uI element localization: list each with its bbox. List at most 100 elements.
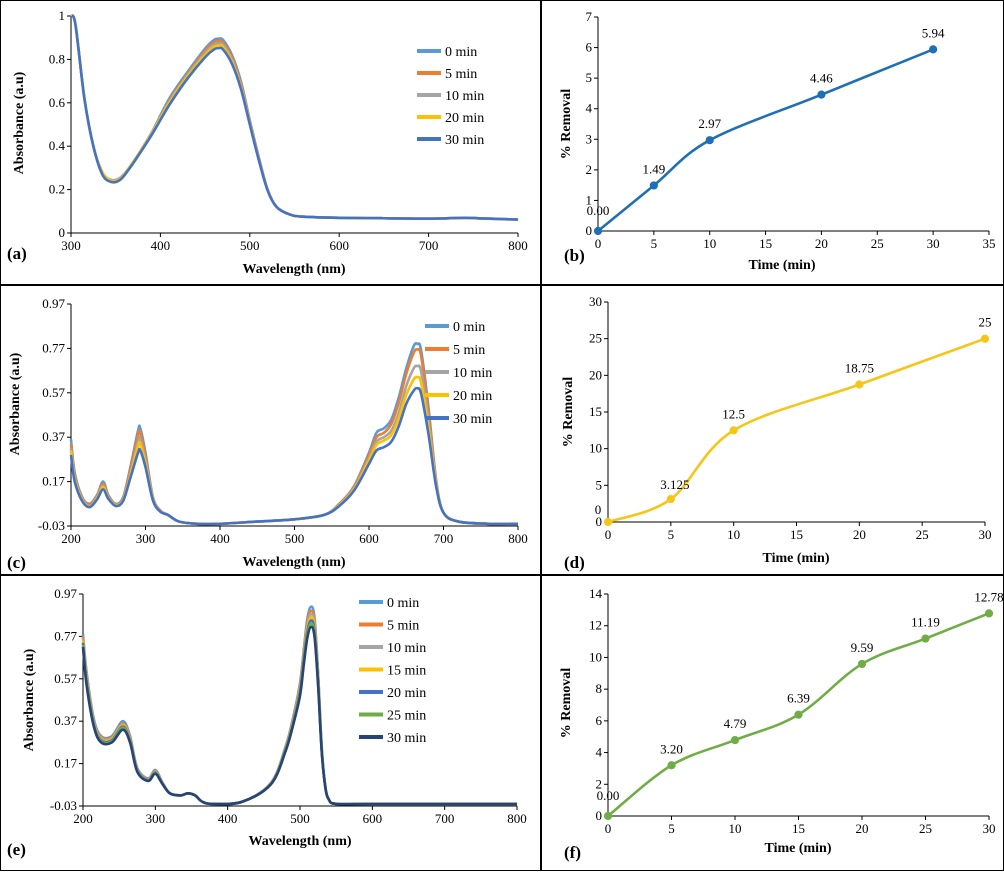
ylabel-d: % Removal xyxy=(561,377,576,447)
series-line-25-min xyxy=(81,622,517,806)
series-line-15-min xyxy=(81,615,517,806)
panel-label-b: (b) xyxy=(564,246,585,265)
x-tick-label: 20 xyxy=(853,527,866,542)
legend-label: 20 min xyxy=(453,389,492,404)
x-tick-label: 600 xyxy=(329,238,349,253)
y-tick-label: 15 xyxy=(589,404,602,419)
x-tick-label: 10 xyxy=(729,821,742,836)
data-point xyxy=(705,136,714,145)
data-label: 12.5 xyxy=(722,406,745,421)
data-point xyxy=(817,90,826,99)
ylabel-e: Absorbance (a.u) xyxy=(22,648,37,751)
x-tick-label: 10 xyxy=(727,527,740,542)
x-tick-label: 500 xyxy=(290,811,310,826)
data-label: 3.125 xyxy=(660,477,689,492)
xlabel-c: Wavelength (nm) xyxy=(242,555,345,570)
data-label: 12.78 xyxy=(974,589,1003,604)
x-tick-label: 500 xyxy=(285,531,305,546)
data-label: 0.00 xyxy=(597,788,620,803)
panel-label-a: (a) xyxy=(7,244,27,263)
x-tick-label: 800 xyxy=(508,238,528,253)
x-tick-label: 200 xyxy=(73,811,93,826)
panel-c: Absorbance (a.u) Wavelength (nm) (c) 200… xyxy=(0,285,541,575)
x-tick-label: 5 xyxy=(668,527,675,542)
legend-label: 10 min xyxy=(387,641,426,656)
x-tick-label: 15 xyxy=(792,821,805,836)
x-tick-label: 25 xyxy=(916,527,929,542)
data-point xyxy=(593,226,603,236)
legend-label: 30 min xyxy=(453,412,492,427)
data-label: 11.19 xyxy=(911,615,940,630)
y-tick-label: 10 xyxy=(589,649,602,664)
x-tick-label: 0 xyxy=(595,236,602,251)
y-tick-label: 3 xyxy=(586,131,593,146)
x-tick-label: 0 xyxy=(605,821,612,836)
y-tick-label: -0.03 xyxy=(50,798,77,813)
series-line-10-min xyxy=(81,612,517,806)
x-tick-label: 600 xyxy=(359,531,379,546)
data-point xyxy=(667,761,676,770)
data-point xyxy=(603,811,613,821)
chart-f: % Removal Time (min) (f) 0 5 10 15 20 25 30 0 2 4… xyxy=(559,586,1004,862)
data-point xyxy=(929,45,938,54)
legend-label: 0 min xyxy=(445,45,477,60)
data-label: 6.39 xyxy=(787,691,810,706)
y-tick-label: 5 xyxy=(596,477,603,492)
data-label: 25 xyxy=(979,315,992,330)
y-tick-label: 0 xyxy=(586,223,593,238)
x-tick-label: 300 xyxy=(146,811,166,826)
legend-label: 0 min xyxy=(387,596,419,611)
x-tick-label: 35 xyxy=(983,236,996,251)
ylabel-c: Absorbance (a.u) xyxy=(8,352,23,455)
x-tick-label: 5 xyxy=(668,821,675,836)
x-tick-label: 300 xyxy=(136,531,156,546)
y-tick-label: 2 xyxy=(586,162,593,177)
chart-e: Absorbance (a.u) Wavelength (nm) (e) 200… xyxy=(7,586,527,859)
panel-label-d: (d) xyxy=(564,553,585,572)
y-tick-label: 0.77 xyxy=(54,628,77,643)
y-tick-label: 0.2 xyxy=(49,182,65,197)
ylabel-f: % Removal xyxy=(559,668,574,738)
legend-label: 25 min xyxy=(387,709,426,724)
series-line-0-min xyxy=(81,605,517,806)
xlabel-b: Time (min) xyxy=(748,258,815,273)
x-tick-label: 20 xyxy=(815,236,828,251)
x-tick-label: 5 xyxy=(651,236,658,251)
x-tick-label: 400 xyxy=(210,531,230,546)
y-tick-label: 6 xyxy=(596,713,603,728)
data-point xyxy=(603,517,613,527)
data-point xyxy=(649,181,658,190)
data-point xyxy=(666,494,675,504)
y-tick-label: 10 xyxy=(589,441,602,456)
x-tick-label: 700 xyxy=(435,811,455,826)
data-point xyxy=(921,634,930,643)
y-tick-label: 1 xyxy=(59,8,66,23)
y-tick-label: 0.57 xyxy=(42,385,65,400)
data-point xyxy=(730,735,740,745)
panel-d: % Removal Time (min) (d) 0 5 10 15 20 25 30 0 5 1… xyxy=(541,285,1004,575)
legend-label: 10 min xyxy=(453,366,492,381)
y-tick-label: 25 xyxy=(589,331,602,346)
xlabel-d: Time (min) xyxy=(762,551,829,566)
y-tick-label: 0 xyxy=(596,808,603,823)
legend-label: 30 min xyxy=(387,731,426,746)
y-tick-label: 20 xyxy=(589,367,602,382)
series-line-30-min xyxy=(69,14,519,221)
y-tick-label: 0.97 xyxy=(54,586,77,601)
legend-label: 20 min xyxy=(387,686,426,701)
x-tick-label: 30 xyxy=(983,821,996,836)
panel-label-e: (e) xyxy=(7,840,26,859)
ylabel-a: Absorbance (a.u) xyxy=(12,71,27,174)
chart-a: Absorbance (a.u) Wavelength (nm) (a) 300… xyxy=(7,8,528,277)
panel-b: % Removal Time (min) (b) 0 5 10 15 20 25 30 35 0… xyxy=(541,0,1004,285)
data-point xyxy=(857,659,867,669)
panel-label-f: (f) xyxy=(564,843,581,862)
legend-label: 0 min xyxy=(453,320,485,335)
y-tick-label: 5 xyxy=(586,70,593,85)
y-tick-label: 0.4 xyxy=(49,138,66,153)
data-label: 5.94 xyxy=(922,25,945,40)
x-tick-label: 800 xyxy=(508,531,528,546)
x-tick-label: 25 xyxy=(919,821,932,836)
data-label: 9.59 xyxy=(851,640,874,655)
data-label: 3.20 xyxy=(660,741,683,756)
